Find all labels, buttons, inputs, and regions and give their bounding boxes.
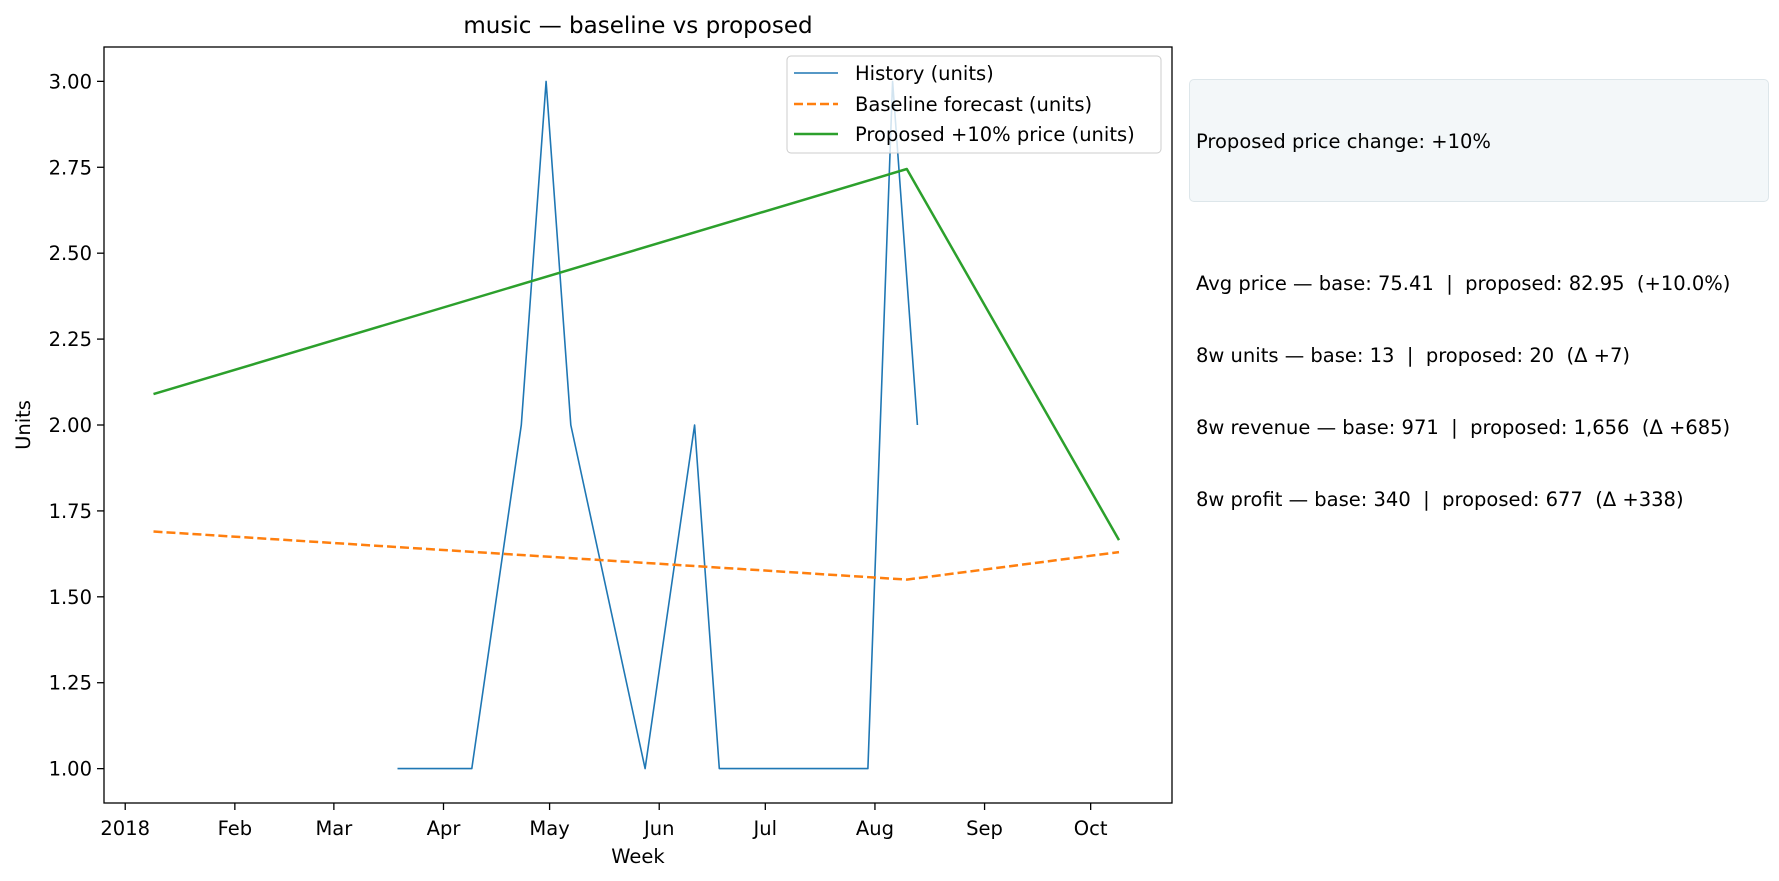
summary-revenue: 8w revenue — base: 971 | proposed: 1,656…	[1196, 416, 1731, 439]
y-axis-label: Units	[12, 400, 35, 450]
x-tick-label: 2018	[100, 817, 150, 840]
x-tick-label: Aug	[856, 817, 894, 840]
summary-profit: 8w profit — base: 340 | proposed: 677 (Δ…	[1196, 488, 1684, 511]
y-tick-label: 1.75	[49, 500, 92, 523]
legend-label-baseline: Baseline forecast (units)	[855, 93, 1092, 116]
x-axis: 2018 Feb Mar Apr May Jun Jul Aug Sep Oct	[100, 803, 1108, 840]
series-baseline-line	[153, 530, 1120, 581]
y-tick-label: 2.50	[49, 242, 92, 265]
legend: History (units) Baseline forecast (units…	[786, 55, 1162, 154]
chart-title: music — baseline vs proposed	[463, 13, 812, 39]
x-tick-label: Oct	[1074, 817, 1108, 840]
series-layer	[153, 80, 1121, 770]
plot-frame	[103, 46, 1173, 804]
summary-headline: Proposed price change: +10%	[1196, 130, 1491, 153]
y-tick-label: 2.75	[49, 156, 92, 179]
legend-label-history: History (units)	[855, 62, 994, 85]
summary-units: 8w units — base: 13 | proposed: 20 (Δ +7…	[1196, 344, 1631, 367]
x-tick-label: Jun	[642, 817, 674, 840]
summary-avg-price: Avg price — base: 75.41 | proposed: 82.9…	[1196, 272, 1731, 295]
x-tick-label: Sep	[966, 817, 1003, 840]
summary-box: Proposed price change: +10% Avg price — …	[1189, 79, 1769, 511]
y-tick-label: 1.25	[49, 672, 92, 695]
y-tick-label: 3.00	[49, 70, 92, 93]
x-tick-label: Feb	[218, 817, 253, 840]
legend-frame	[786, 55, 1162, 154]
y-tick-label: 2.00	[49, 414, 92, 437]
y-tick-label: 2.25	[49, 328, 92, 351]
x-tick-label: Mar	[315, 817, 353, 840]
series-history-line	[397, 80, 919, 770]
y-tick-label: 1.00	[49, 758, 92, 781]
series-proposed-line	[153, 167, 1121, 541]
y-axis: 1.00 1.25 1.50 1.75 2.00 2.25 2.50 2.75 3.00	[49, 70, 104, 781]
x-axis-label: Week	[611, 845, 665, 868]
legend-label-proposed: Proposed +10% price (units)	[855, 123, 1135, 146]
x-tick-label: Apr	[427, 817, 462, 840]
x-tick-label: May	[529, 817, 569, 840]
summary-spacer	[1196, 202, 1762, 224]
y-tick-label: 1.50	[49, 586, 92, 609]
x-tick-label: Jul	[752, 817, 778, 840]
